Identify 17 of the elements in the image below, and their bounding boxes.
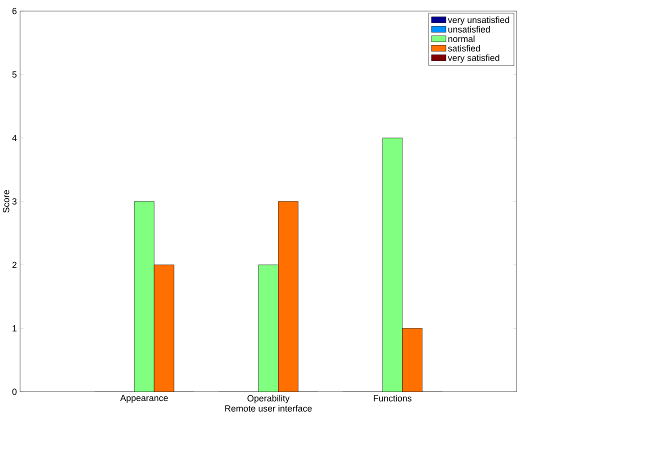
legend-label: normal [448, 35, 474, 42]
legend-label: very satisfied [448, 54, 500, 63]
legend-label: unsatisfied [448, 26, 490, 32]
y-tick-label: 2 [12, 262, 16, 268]
y-tick-label: 3 [12, 198, 17, 204]
y-tick-label: 1 [12, 325, 16, 332]
y-tick-label: 5 [12, 71, 17, 78]
y-tick-label: 0 [12, 388, 17, 395]
x-tick-label: Appearance [120, 394, 168, 403]
legend-label: very unsatisfied [448, 16, 510, 25]
y-tick-label: 4 [12, 134, 17, 141]
x-tick-label: Operability [247, 394, 290, 404]
x-tick-label: Functions [374, 394, 412, 402]
y-tick-label: 6 [12, 8, 17, 14]
x-axis-title: Remote user interface [225, 404, 312, 412]
legend-label: satisfied [448, 44, 480, 52]
y-axis-title: Score [2, 190, 10, 213]
